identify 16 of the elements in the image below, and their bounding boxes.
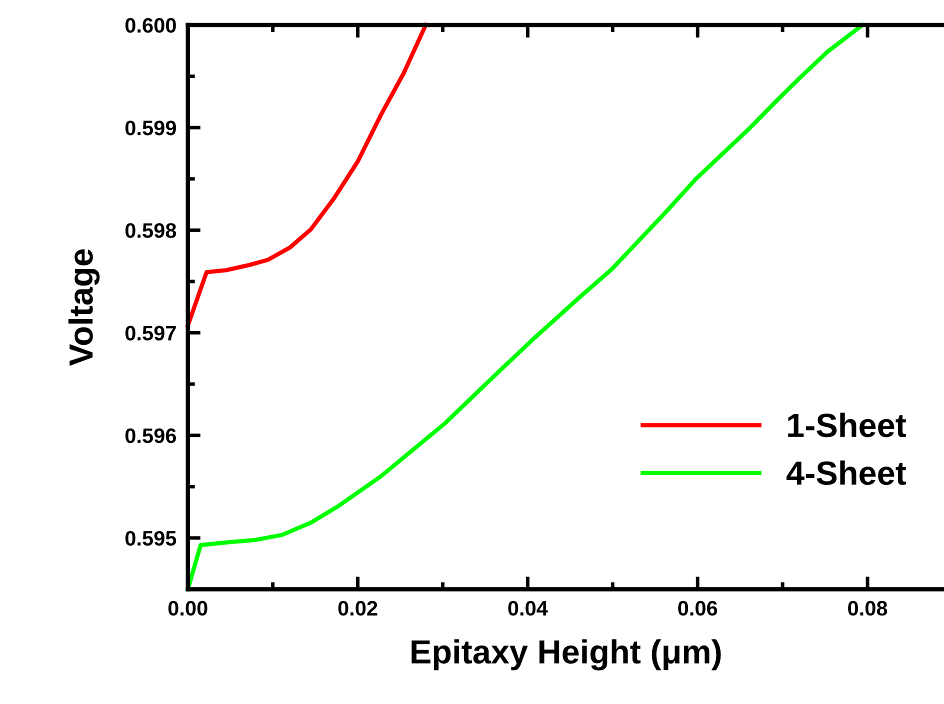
x-tick-label: 0.02 <box>338 600 378 616</box>
x-tick-label: 0.04 <box>508 600 548 616</box>
x-tick-label: 0.06 <box>678 600 718 616</box>
x-tick-label: 0.00 <box>168 600 208 616</box>
y-tick-label: 0.598 <box>125 223 176 238</box>
y-axis-title: Voltage <box>68 249 100 366</box>
y-tick-label: 0.600 <box>125 18 176 33</box>
y-tick-label: 0.597 <box>125 326 176 341</box>
y-tick-label: 0.595 <box>125 530 176 546</box>
line-series <box>186 22 428 328</box>
x-tick-label: 0.08 <box>848 600 888 616</box>
legend-label: 4-Sheet <box>786 460 906 485</box>
y-tick-label: 0.596 <box>125 428 176 444</box>
legend-label: 1-Sheet <box>788 412 906 438</box>
x-axis-title: Epitaxy Height (μm) <box>412 639 721 670</box>
y-tick-label: 0.599 <box>125 120 176 136</box>
